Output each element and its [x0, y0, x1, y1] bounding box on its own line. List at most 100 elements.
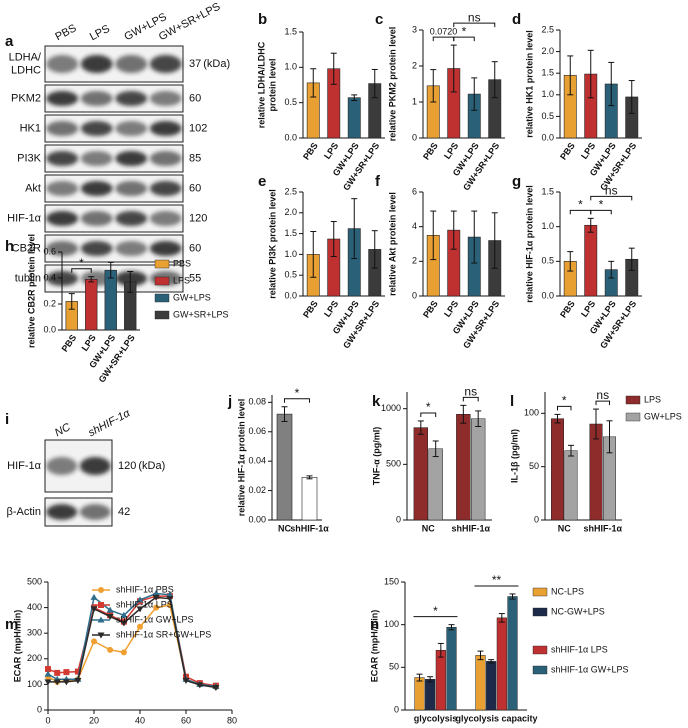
row-label: HIF-1α	[7, 212, 42, 224]
marker	[136, 596, 144, 603]
blot-band	[46, 150, 79, 167]
marker	[152, 590, 160, 597]
row-size: 85	[189, 152, 201, 164]
bar	[435, 650, 446, 711]
legend-label: GW+SR+LPS	[173, 309, 229, 319]
y-axis-title: relative HIF-1α protein level	[524, 185, 534, 303]
legend-swatch	[154, 310, 170, 320]
y-tick-label: 0.6	[43, 246, 56, 256]
error-bar	[471, 77, 478, 111]
blot-band	[115, 180, 148, 197]
x-tick-label: PBS	[301, 141, 320, 162]
y-axis-title: relative Akt protein level	[387, 192, 397, 296]
y-tick-label: 0.0	[43, 324, 56, 334]
y-tick-label: 500	[27, 576, 42, 586]
marker	[98, 587, 104, 593]
y-tick-label: 2.5	[284, 186, 297, 196]
error-bar	[608, 61, 615, 107]
x-tick-label: LPS	[579, 299, 597, 319]
significance-label: 0.0720	[430, 26, 458, 36]
significance-bracket: *	[284, 386, 310, 403]
y-tick-label: 2	[412, 60, 417, 70]
bar	[276, 413, 293, 521]
row-label: LDHA/	[9, 51, 42, 63]
legend-swatch	[154, 259, 170, 269]
significance-label: ns	[468, 10, 481, 24]
marker	[97, 632, 105, 639]
significance-bracket: ns	[462, 385, 479, 402]
error-bar	[460, 404, 467, 424]
row-label: HK1	[20, 122, 41, 134]
y-tick-label: 500	[386, 459, 401, 469]
y-tick-label: 1.5	[284, 228, 297, 238]
row-size: 55	[189, 272, 201, 284]
error-bar	[330, 221, 337, 257]
y-tick-label: 0.5	[541, 111, 554, 121]
panel-label: m	[5, 616, 18, 633]
bracket-line	[453, 36, 475, 42]
significance-label: ns	[605, 184, 618, 198]
y-tick-label: 0.0	[284, 290, 297, 300]
bar	[425, 679, 436, 711]
legend-swatch	[532, 587, 548, 597]
panel-label: k	[372, 393, 381, 410]
blot-band	[80, 240, 113, 257]
legend-label: shHIF-1α PBS	[116, 584, 174, 594]
row-label: HIF-1α	[7, 460, 42, 472]
bracket-line	[432, 36, 455, 42]
bracket-line	[590, 195, 633, 201]
bar	[347, 97, 361, 139]
x-tick-label: LPS	[442, 141, 460, 161]
x-tick-label: PBS	[421, 141, 440, 162]
error-bar	[587, 49, 594, 99]
error-bar	[416, 673, 423, 682]
row-label: PKM2	[11, 92, 41, 104]
y-tick-label: 0	[412, 132, 417, 142]
bar	[551, 418, 565, 521]
lane-label: NC	[53, 421, 73, 439]
y-tick-label: 0.2	[43, 298, 56, 308]
blot-band	[149, 150, 182, 167]
bar	[301, 477, 318, 521]
marker	[153, 604, 160, 611]
error-bar	[509, 593, 516, 600]
marker	[106, 614, 114, 621]
row-size: 102	[189, 122, 207, 134]
marker	[90, 593, 98, 600]
row-size: 60	[189, 242, 201, 254]
y-tick-label: 100	[27, 679, 42, 689]
row-size: 120	[189, 212, 207, 224]
legend-swatch	[154, 276, 170, 286]
bracket-line	[557, 405, 572, 411]
significance-label: *	[433, 604, 438, 618]
bar	[507, 596, 518, 711]
panel-label: b	[258, 11, 267, 28]
panel-label: e	[258, 173, 266, 190]
legend-label: shHIF-1α LPS	[116, 599, 173, 609]
y-tick-label: 0.0	[541, 290, 554, 300]
error-bar	[450, 210, 457, 250]
marker	[44, 670, 52, 677]
x-tick-label: PBS	[558, 141, 577, 162]
panel-label: j	[227, 393, 232, 410]
marker	[107, 646, 114, 653]
x-tick-label: shHIF-1α	[583, 523, 622, 533]
blot-band	[149, 180, 182, 197]
blot-band	[80, 55, 113, 73]
y-tick-label: 0.06	[248, 426, 266, 436]
y-axis-title: IL-1β (pg/ml)	[509, 429, 519, 483]
y-tick-label: 0.0	[284, 132, 297, 142]
blot-band	[80, 90, 113, 107]
x-tick-label: LPS	[322, 299, 340, 319]
marker	[166, 591, 174, 598]
blot-band	[46, 90, 79, 107]
blot-band	[115, 270, 148, 287]
error-bar	[310, 231, 317, 278]
error-bar	[593, 408, 600, 440]
bar	[496, 617, 507, 711]
error-bar	[68, 293, 75, 310]
y-axis-title: relative PI3K protein level	[267, 189, 277, 299]
significance-bracket: *	[453, 24, 475, 42]
blot-band	[80, 180, 113, 197]
row-label: β-Actin	[7, 506, 41, 518]
